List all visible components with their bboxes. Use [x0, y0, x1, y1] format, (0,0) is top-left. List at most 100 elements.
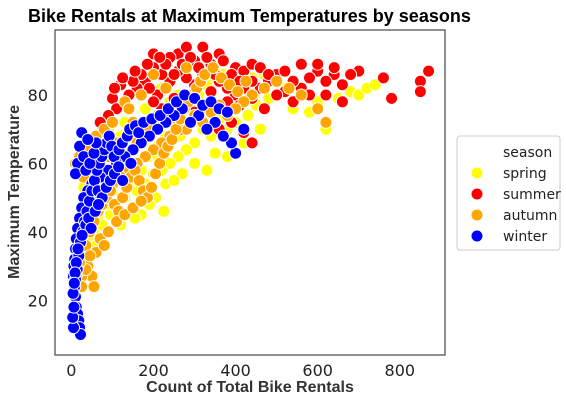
legend-label-summer: summer	[503, 187, 561, 203]
x-axis-ticks: 0 200 400 600 800	[66, 361, 415, 380]
point-autumn-4	[270, 74, 284, 88]
point-summer-9	[319, 74, 333, 88]
point-autumn-65	[198, 68, 212, 81]
point-autumn-52	[145, 180, 158, 194]
y-tick-label: 20	[28, 291, 48, 310]
point-autumn-0	[319, 115, 333, 129]
point-autumn-1	[311, 102, 325, 116]
point-summer-2	[413, 85, 427, 99]
x-tick-label: 800	[385, 361, 416, 380]
point-autumn-90	[134, 194, 148, 208]
point-summer-53	[278, 64, 292, 78]
point-autumn-93	[83, 249, 97, 263]
point-spring-69	[188, 156, 202, 170]
legend-marker-summer	[470, 187, 484, 201]
point-spring-88	[253, 122, 267, 136]
point-summer-89	[167, 68, 181, 81]
point-winter-96	[84, 221, 98, 235]
point-winter-1	[237, 122, 251, 136]
point-spring-106	[157, 204, 171, 218]
point-winter-11	[151, 122, 165, 136]
point-summer-55	[311, 57, 325, 71]
point-autumn-102	[122, 102, 136, 116]
legend-title: season	[503, 145, 552, 161]
point-autumn-2	[294, 88, 308, 102]
point-autumn-66	[206, 61, 220, 75]
y-tick-label: 60	[28, 154, 48, 173]
point-autumn-69	[231, 85, 245, 99]
point-spring-17	[179, 143, 193, 157]
point-summer-88	[147, 95, 160, 109]
point-autumn-86	[101, 225, 115, 239]
legend-label-autumn: autumn	[503, 208, 557, 224]
point-autumn-99	[159, 81, 173, 95]
x-axis-label: Count of Total Bike Rentals	[146, 379, 354, 396]
point-autumn-84	[106, 115, 119, 129]
point-summer-51	[253, 61, 267, 75]
point-spring-90	[167, 174, 181, 187]
x-tick-label: 400	[220, 361, 251, 380]
point-summer-79	[245, 136, 259, 150]
legend-label-spring: spring	[503, 166, 547, 182]
point-summer-47	[216, 54, 230, 68]
point-winter-100	[71, 242, 85, 256]
point-spring-89	[200, 163, 214, 177]
point-summer-94	[200, 50, 214, 64]
point-autumn-6	[245, 88, 259, 102]
y-axis-ticks: 20 40 60 80	[28, 86, 48, 310]
point-summer-4	[376, 71, 390, 85]
legend-marker-spring	[470, 166, 484, 180]
legend-marker-winter	[470, 229, 484, 243]
x-tick-label: 0	[66, 361, 76, 380]
point-summer-96	[140, 57, 154, 71]
y-axis-label: Maximum Temperature	[6, 105, 23, 279]
point-summer-99	[108, 81, 121, 95]
point-summer-11	[303, 71, 316, 85]
point-summer-6	[344, 68, 358, 81]
point-summer-95	[153, 50, 167, 64]
point-summer-77	[319, 88, 333, 102]
point-summer-56	[327, 61, 341, 75]
legend-items: spring summer autumn winter	[470, 166, 561, 245]
point-autumn-92	[97, 239, 111, 252]
point-winter-14	[126, 143, 140, 157]
point-winter-92	[116, 174, 130, 187]
point-autumn-70	[239, 74, 253, 88]
point-winter-5	[200, 122, 214, 136]
point-winter-7	[184, 115, 197, 129]
point-autumn-5	[257, 81, 271, 95]
y-tick-label: 40	[28, 223, 48, 242]
point-winter-103	[67, 276, 81, 290]
point-autumn-95	[87, 280, 101, 294]
y-tick-label: 80	[28, 86, 48, 105]
point-spring-18	[171, 150, 185, 164]
point-winter-75	[220, 105, 234, 119]
point-autumn-98	[179, 61, 193, 75]
point-summer-7	[335, 78, 349, 92]
point-winter-64	[132, 126, 146, 140]
point-winter-91	[112, 160, 126, 174]
point-autumn-3	[282, 81, 296, 95]
point-autumn-101	[134, 88, 148, 102]
legend-marker-autumn	[470, 208, 484, 222]
x-tick-label: 600	[302, 361, 333, 380]
point-winter-39	[67, 300, 81, 314]
point-winter-3	[216, 129, 230, 143]
point-summer-78	[335, 95, 349, 109]
data-points	[66, 40, 436, 341]
legend-label-winter: winter	[503, 229, 547, 245]
point-autumn-100	[147, 68, 160, 81]
point-winter-93	[124, 156, 138, 170]
point-summer-54	[294, 57, 308, 71]
point-summer-73	[257, 102, 271, 116]
plot-area	[54, 29, 446, 356]
point-summer-97	[128, 64, 142, 78]
point-autumn-87	[110, 215, 124, 229]
point-summer-98	[116, 71, 130, 85]
point-spring-70	[208, 146, 222, 160]
point-winter-98	[92, 198, 105, 211]
chart-title: Bike Rentals at Maximum Temperatures by …	[28, 6, 471, 26]
point-spring-10	[241, 109, 255, 122]
point-winter-99	[75, 228, 89, 242]
